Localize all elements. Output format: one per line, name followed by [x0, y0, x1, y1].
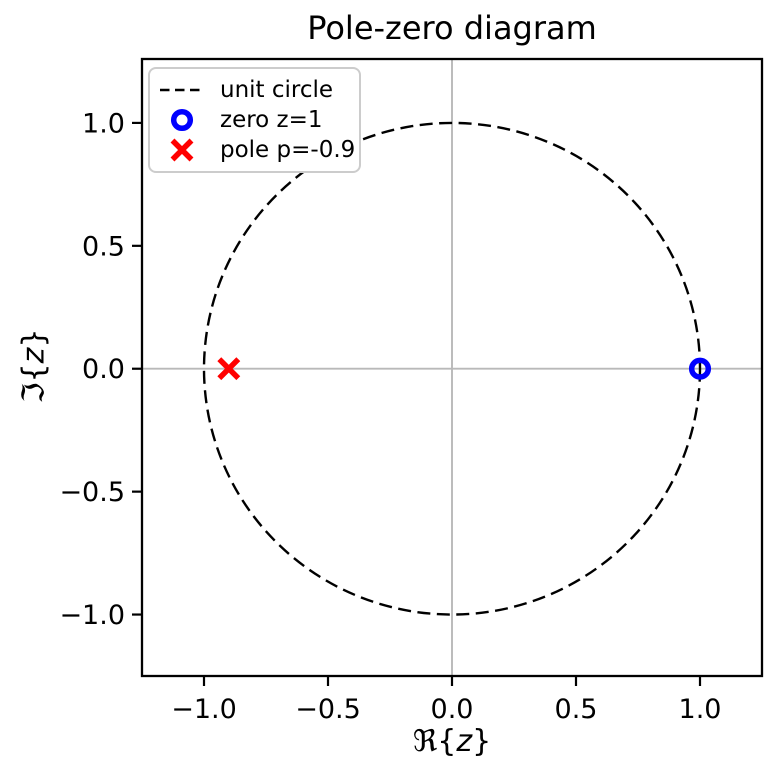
open-circle-marker-stroke [170, 108, 194, 132]
x-tick-label: −0.5 [295, 694, 361, 725]
x-tick-label: −1.0 [171, 694, 237, 725]
pole-marker [217, 357, 241, 381]
y-tick-label: 0.5 [82, 231, 125, 262]
x-axis-label: ℜ{z} [412, 724, 492, 759]
legend-entry-unit-circle: unit circle [160, 75, 353, 105]
chart-title: Pole-zero diagram [307, 9, 597, 47]
legend-label-unit-circle: unit circle [220, 76, 334, 103]
y-tick-label: −1.0 [59, 600, 125, 631]
legend-label-zero: zero z=1 [220, 106, 323, 133]
dashed-line-sample-icon [160, 88, 204, 92]
open-circle-marker-icon [170, 108, 194, 132]
x-tick-label: 0.5 [555, 694, 598, 725]
x-marker-icon [170, 138, 194, 162]
zero-marker [688, 357, 712, 380]
legend-entry-pole: pole p=-0.9 [160, 135, 356, 165]
x-tick-label: 0.0 [431, 694, 474, 725]
y-tick-label: 1.0 [82, 108, 125, 139]
legend: unit circle zero z=1 pole p=-0.9 [148, 67, 361, 173]
y-tick-label: −0.5 [59, 477, 125, 508]
x-tick-label: 1.0 [679, 694, 722, 725]
unit-circle-path [202, 121, 702, 616]
legend-label-pole: pole p=-0.9 [220, 136, 356, 163]
y-axis-label: ℑ{z} [16, 328, 52, 404]
legend-entry-zero: zero z=1 [160, 105, 353, 135]
x-marker-stroke [170, 138, 194, 162]
y-tick-label: 0.0 [82, 354, 125, 385]
